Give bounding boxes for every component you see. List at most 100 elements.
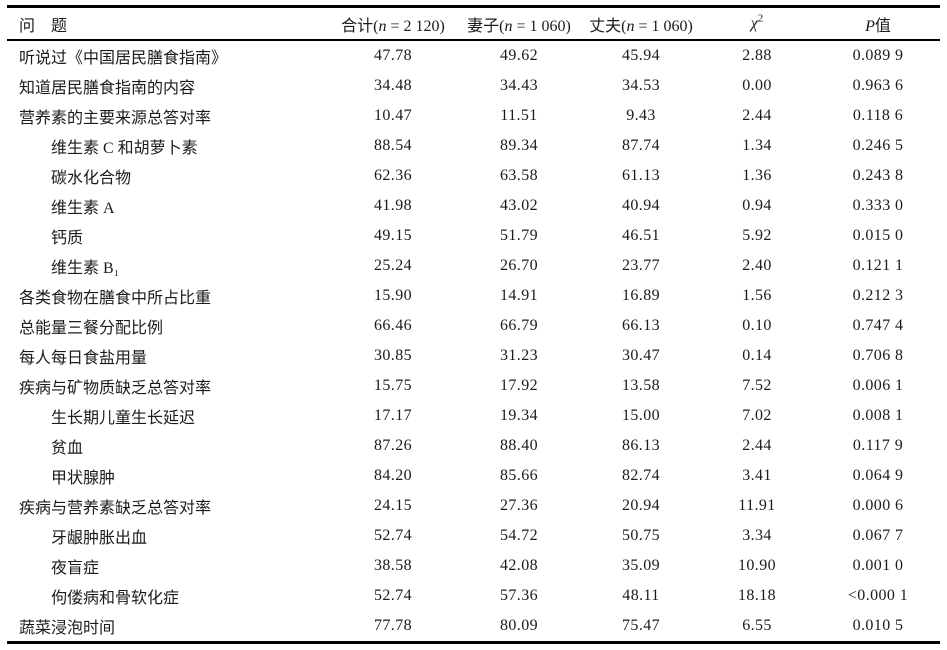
p-value-cell: 0.706 8 [852, 347, 904, 364]
husband-cell: 66.13 [622, 317, 660, 334]
husband-cell: 87.74 [622, 137, 660, 154]
question-cell: 蔬菜浸泡时间 [19, 620, 116, 637]
total-cell: 77.78 [374, 617, 412, 634]
question-cell: 疾病与营养素缺乏总答对率 [19, 500, 212, 517]
chi2-cell: 0.14 [742, 347, 772, 364]
table-header: 问 题 合计(n = 2 120) 妻子( n = 1 060) 丈夫(n = 1… [7, 6, 940, 41]
question-cell: 知道居民膳食指南的内容 [19, 80, 196, 97]
header-row: 问 题 合计(n = 2 120) 妻子( n = 1 060) 丈夫(n = 1… [7, 6, 940, 41]
wife-header-prefix: 妻子( [467, 17, 505, 35]
question-cell: 各类食物在膳食中所占比重 [19, 290, 212, 307]
husband-header-suffix: = 1 060) [634, 17, 693, 35]
chi2-cell: 1.36 [742, 167, 772, 184]
chi2-cell: 2.44 [742, 107, 772, 124]
husband-cell: 9.43 [626, 107, 656, 124]
chi2-cell: 3.34 [742, 527, 772, 544]
question-cell: 甲状腺肿 [51, 470, 116, 487]
question-cell: 钙质 [51, 230, 84, 247]
question-cell: 维生素 B₁ [51, 260, 120, 277]
total-cell: 38.58 [374, 557, 412, 574]
question-cell: 营养素的主要来源总答对率 [19, 110, 212, 127]
table-row: 疾病与营养素缺乏总答对率 24.15 27.36 20.94 11.91 0.000 6 [7, 491, 940, 521]
wife-cell: 51.79 [500, 227, 538, 244]
table-row: 碳水化合物 62.36 63.58 61.13 1.36 0.243 8 [7, 161, 940, 191]
total-cell: 47.78 [374, 47, 412, 64]
husband-cell: 16.89 [622, 287, 660, 304]
total-cell: 15.90 [374, 287, 412, 304]
table-row: 贫血 87.26 88.40 86.13 2.44 0.117 9 [7, 431, 940, 461]
wife-cell: 49.62 [500, 47, 538, 64]
p-value-cell: 0.008 1 [852, 407, 904, 424]
column-header-total: 合计(n = 2 120) [332, 6, 454, 41]
table-row: 甲状腺肿 84.20 85.66 82.74 3.41 0.064 9 [7, 461, 940, 491]
p-value-cell: 0.963 6 [852, 77, 904, 94]
husband-cell: 50.75 [622, 527, 660, 544]
p-value-cell: 0.118 6 [852, 107, 904, 124]
table-row: 钙质 49.15 51.79 46.51 5.92 0.015 0 [7, 221, 940, 251]
question-cell: 佝偻病和骨软化症 [51, 590, 180, 607]
wife-cell: 89.34 [500, 137, 538, 154]
total-header-suffix: = 2 120) [386, 17, 445, 35]
question-cell: 夜盲症 [51, 560, 100, 577]
statistics-table: 问 题 合计(n = 2 120) 妻子( n = 1 060) 丈夫(n = 1… [7, 5, 940, 644]
table-body: 听说过《中国居民膳食指南》 47.78 49.62 45.94 2.88 0.089 9 知… [7, 40, 940, 643]
column-header-pvalue: P值 [816, 6, 940, 41]
column-header-chi2: χ2 [698, 6, 816, 41]
p-value-cell: 0.246 5 [852, 137, 904, 154]
table-row: 疾病与矿物质缺乏总答对率 15.75 17.92 13.58 7.52 0.006 1 [7, 371, 940, 401]
p-value-cell: 0.015 0 [852, 227, 904, 244]
husband-header-n: n [626, 17, 635, 35]
p-value-cell: 0.117 9 [852, 437, 904, 454]
p-value-cell: <0.000 1 [847, 587, 909, 604]
total-cell: 30.85 [374, 347, 412, 364]
table-row: 总能量三餐分配比例 66.46 66.79 66.13 0.10 0.747 4 [7, 311, 940, 341]
chi2-cell: 11.91 [738, 497, 776, 514]
p-value-cell: 0.089 9 [852, 47, 904, 64]
table-row: 维生素 B₁ 25.24 26.70 23.77 2.40 0.121 1 [7, 251, 940, 281]
total-header-prefix: 合计( [341, 17, 379, 35]
wife-cell: 43.02 [500, 197, 538, 214]
column-header-question: 问 题 [7, 6, 332, 41]
chi2-cell: 2.88 [742, 47, 772, 64]
chi2-cell: 7.52 [742, 377, 772, 394]
chi2-cell: 1.56 [742, 287, 772, 304]
table-row: 佝偻病和骨软化症 52.74 57.36 48.11 18.18 <0.000 1 [7, 581, 940, 611]
wife-cell: 17.92 [500, 377, 538, 394]
p-value-cell: 0.333 0 [852, 197, 904, 214]
column-header-husband: 丈夫(n = 1 060) [584, 6, 698, 41]
total-cell: 88.54 [374, 137, 412, 154]
question-cell: 生长期儿童生长延迟 [51, 410, 196, 427]
total-cell: 17.17 [374, 407, 412, 424]
question-cell: 维生素 C 和胡萝卜素 [51, 140, 198, 157]
table-row: 知道居民膳食指南的内容 34.48 34.43 34.53 0.00 0.963 6 [7, 71, 940, 101]
chi2-cell: 0.00 [742, 77, 772, 94]
table-row: 营养素的主要来源总答对率 10.47 11.51 9.43 2.44 0.118 6 [7, 101, 940, 131]
wife-cell: 57.36 [500, 587, 538, 604]
husband-cell: 46.51 [622, 227, 660, 244]
total-cell: 15.75 [374, 377, 412, 394]
husband-cell: 86.13 [622, 437, 660, 454]
table-row: 各类食物在膳食中所占比重 15.90 14.91 16.89 1.56 0.212 3 [7, 281, 940, 311]
question-header-label: 问 题 [19, 17, 68, 35]
chi2-cell: 2.44 [742, 437, 772, 454]
chi2-cell: 1.34 [742, 137, 772, 154]
husband-header-prefix: 丈夫( [589, 17, 627, 35]
p-value-cell: 0.001 0 [852, 557, 904, 574]
wife-cell: 26.70 [500, 257, 538, 274]
husband-cell: 20.94 [622, 497, 660, 514]
husband-cell: 23.77 [622, 257, 660, 274]
total-cell: 34.48 [374, 77, 412, 94]
table-row: 生长期儿童生长延迟 17.17 19.34 15.00 7.02 0.008 1 [7, 401, 940, 431]
wife-cell: 31.23 [500, 347, 538, 364]
total-cell: 24.15 [374, 497, 412, 514]
p-value-cell: 0.010 5 [852, 617, 904, 634]
question-cell: 总能量三餐分配比例 [19, 320, 164, 337]
chi2-cell: 10.90 [738, 557, 776, 574]
husband-cell: 82.74 [622, 467, 660, 484]
question-cell: 贫血 [51, 440, 84, 457]
question-cell: 牙龈肿胀出血 [51, 530, 148, 547]
chi2-cell: 3.41 [742, 467, 772, 484]
chi-symbol: χ [750, 14, 758, 32]
chi2-cell: 2.40 [742, 257, 772, 274]
husband-cell: 13.58 [622, 377, 660, 394]
